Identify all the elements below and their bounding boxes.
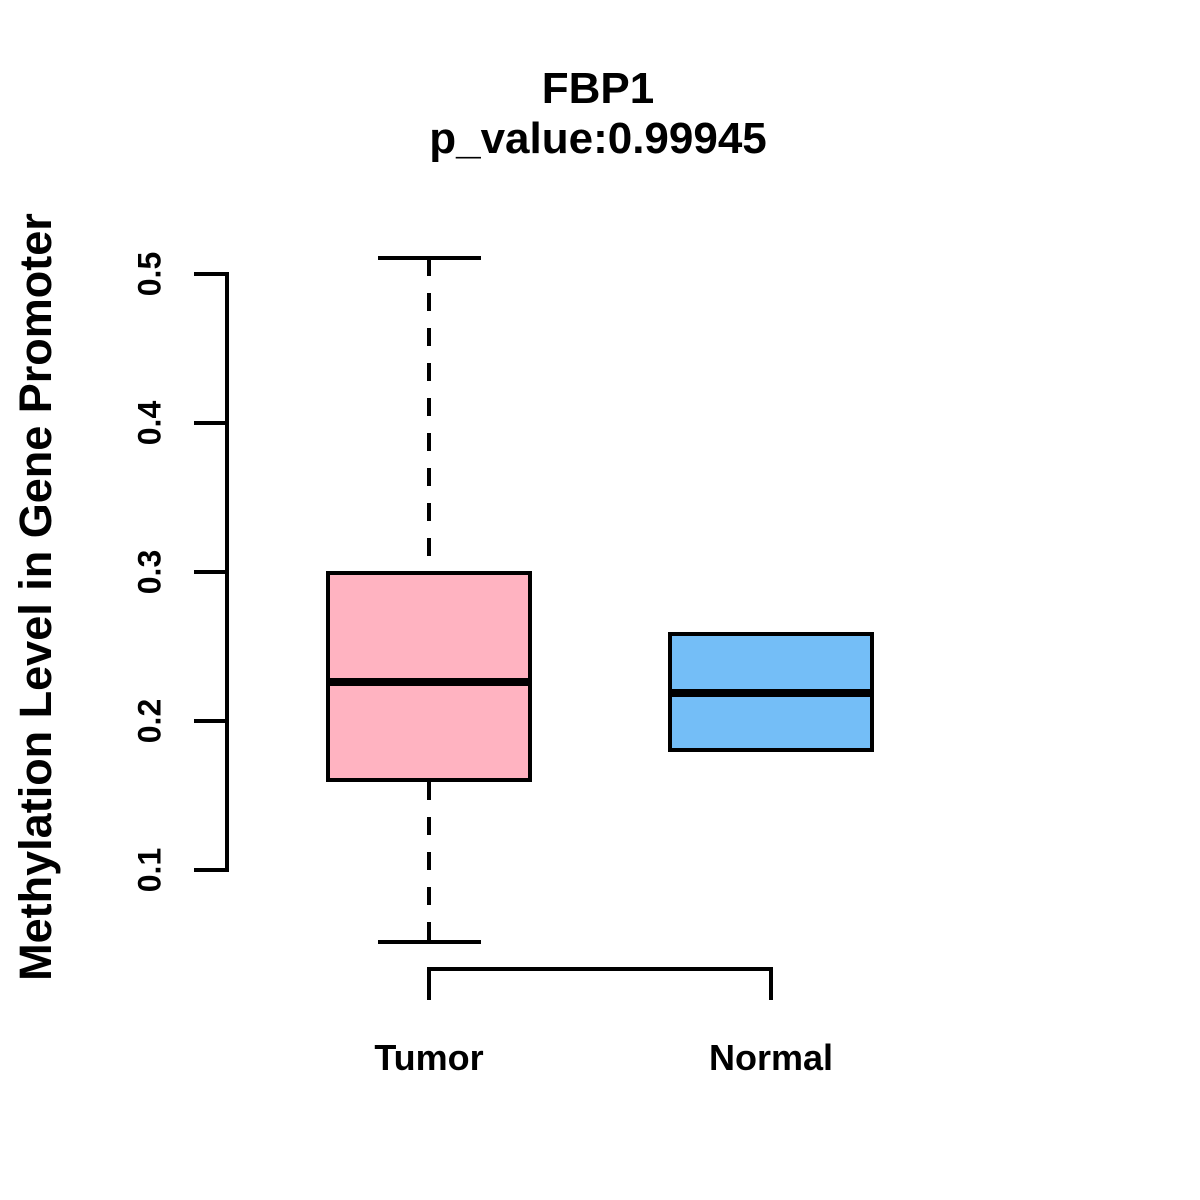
y-axis-tick-label: 0.2 — [131, 698, 168, 744]
median-line-normal — [668, 688, 874, 697]
box-tumor — [326, 570, 532, 783]
x-label-tumor: Tumor — [374, 1037, 484, 1078]
chart-title: FBP1 — [541, 64, 655, 113]
y-axis-tick-label: 0.4 — [131, 400, 168, 446]
y-axis-label: Methylation Level in Gene Promoter — [10, 213, 61, 981]
x-axis-line — [427, 967, 773, 971]
median-line-tumor — [326, 678, 532, 687]
y-axis-tick — [194, 421, 225, 425]
chart-title-block: FBP1 p_value:0.99945 — [0, 64, 1196, 164]
chart-subtitle-pvalue: p_value:0.99945 — [429, 114, 767, 163]
y-axis-tick — [194, 719, 225, 723]
x-label-normal: Normal — [708, 1037, 834, 1078]
whisker-cap-upper-tumor — [377, 255, 481, 260]
y-axis-tick — [194, 272, 225, 276]
y-axis-line — [225, 272, 229, 872]
y-axis-tick — [194, 570, 225, 574]
y-axis-tick-label: 0.5 — [131, 251, 168, 297]
y-axis-tick-label: 0.1 — [131, 847, 168, 893]
y-axis-tick — [194, 868, 225, 872]
x-axis-tick-tumor — [427, 967, 431, 1000]
y-axis-tick-label: 0.3 — [131, 549, 168, 595]
x-axis-tick-normal — [769, 967, 773, 1000]
whisker-upper-tumor — [427, 257, 431, 571]
whisker-lower-tumor — [427, 782, 431, 942]
whisker-cap-lower-tumor — [377, 939, 481, 944]
